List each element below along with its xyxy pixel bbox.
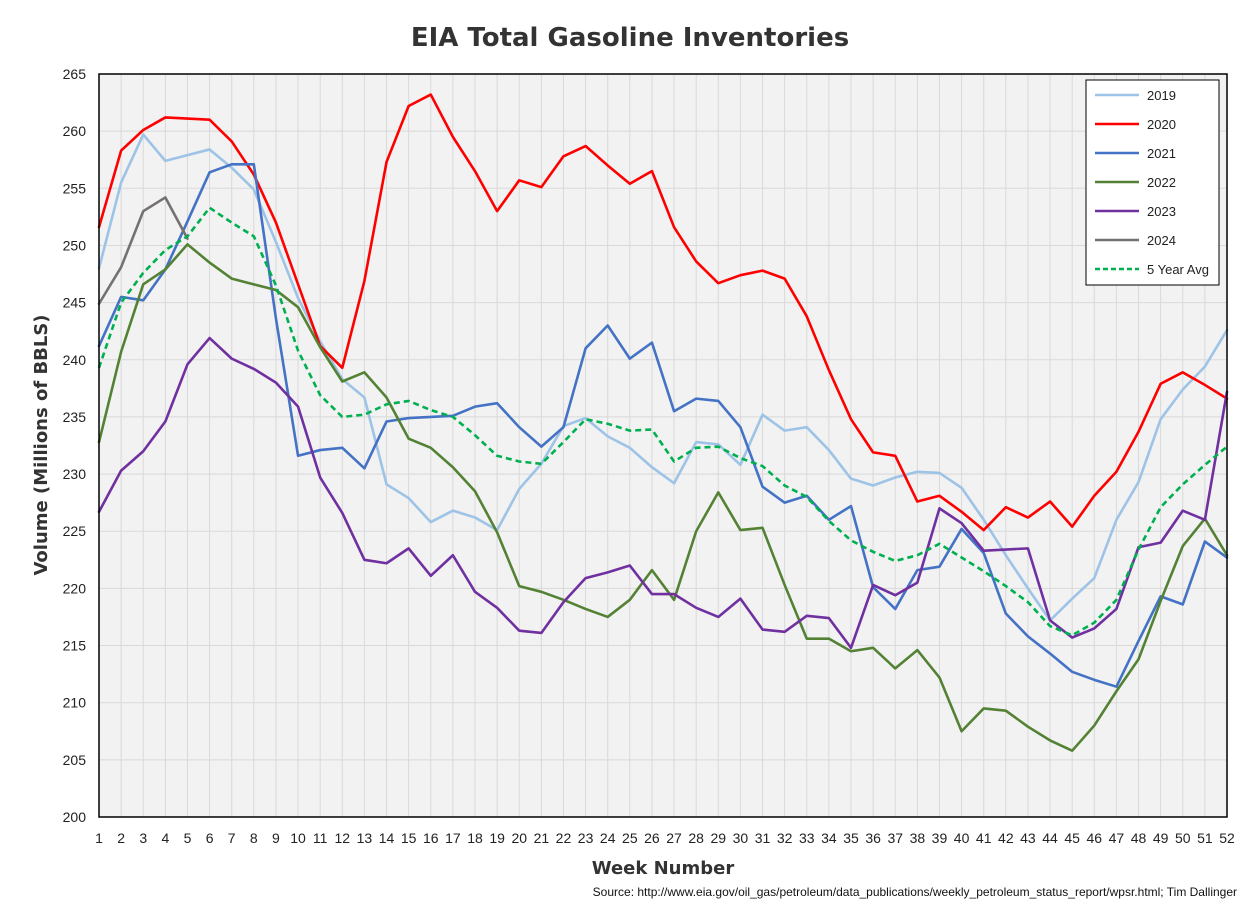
source-note: Source: http://www.eia.gov/oil_gas/petro… — [592, 885, 1237, 899]
x-tick-label: 36 — [865, 830, 881, 846]
x-tick-label: 23 — [578, 830, 594, 846]
x-axis-label: Week Number — [592, 858, 735, 879]
x-tick-label: 20 — [511, 830, 527, 846]
x-tick-label: 51 — [1197, 830, 1213, 846]
x-tick-label: 44 — [1042, 830, 1058, 846]
x-tick-label: 25 — [622, 830, 638, 846]
x-axis-ticks: 1 2 3 4 5 6 7 8 9 10 11 12 13 14 15 16 17 18 19 20 21 22 23 24 2… — [95, 830, 1235, 846]
x-tick-label: 22 — [556, 830, 572, 846]
x-tick-label: 30 — [733, 830, 749, 846]
legend-label: 2024 — [1147, 233, 1176, 248]
x-tick-label: 13 — [357, 830, 373, 846]
y-tick-label: 215 — [63, 638, 87, 654]
legend-label: 5 Year Avg — [1147, 262, 1209, 277]
series-line-2022 — [97, 243, 1229, 752]
x-tick-label: 38 — [910, 830, 926, 846]
x-tick-label: 16 — [423, 830, 439, 846]
x-tick-label: 2 — [117, 830, 125, 846]
legend-label: 2019 — [1147, 88, 1176, 103]
x-tick-label: 3 — [139, 830, 147, 846]
y-tick-label: 235 — [63, 409, 87, 425]
legend: 2019 2020 2021 2022 2023 2024 5 Year Avg — [1085, 79, 1220, 286]
x-tick-label: 18 — [467, 830, 483, 846]
x-tick-label: 11 — [313, 830, 328, 846]
y-tick-label: 220 — [63, 580, 87, 596]
x-tick-label: 32 — [777, 830, 793, 846]
y-tick-label: 205 — [63, 752, 87, 768]
y-tick-label: 240 — [63, 352, 87, 368]
x-tick-label: 8 — [250, 830, 258, 846]
x-tick-label: 5 — [184, 830, 192, 846]
x-tick-label: 48 — [1131, 830, 1147, 846]
legend-label: 2022 — [1147, 175, 1176, 190]
x-tick-label: 40 — [954, 830, 970, 846]
x-tick-label: 41 — [976, 830, 992, 846]
y-tick-label: 230 — [63, 466, 87, 482]
legend-label: 2020 — [1147, 117, 1176, 132]
x-tick-label: 21 — [534, 830, 550, 846]
x-tick-label: 37 — [887, 830, 903, 846]
y-tick-label: 225 — [63, 523, 87, 539]
x-tick-label: 43 — [1020, 830, 1036, 846]
x-tick-label: 50 — [1175, 830, 1191, 846]
y-tick-label: 210 — [63, 695, 87, 711]
x-tick-label: 31 — [755, 830, 771, 846]
series-line-2019 — [97, 133, 1229, 622]
series-group — [97, 93, 1229, 752]
x-tick-label: 14 — [379, 830, 395, 846]
y-axis-ticks: 200 205 210 215 220 225 230 235 240 245 250 255 260 2… — [63, 66, 87, 825]
y-tick-label: 265 — [63, 66, 87, 82]
x-tick-label: 47 — [1109, 830, 1125, 846]
y-tick-label: 245 — [63, 295, 87, 311]
x-tick-label: 26 — [644, 830, 660, 846]
x-tick-label: 39 — [932, 830, 948, 846]
y-tick-label: 255 — [63, 180, 87, 196]
series-line-2024 — [97, 196, 189, 306]
y-tick-label: 200 — [63, 809, 87, 825]
series-line-2020 — [97, 93, 1229, 532]
x-tick-label: 10 — [290, 830, 306, 846]
x-tick-label: 46 — [1087, 830, 1103, 846]
x-tick-label: 27 — [666, 830, 682, 846]
x-tick-label: 24 — [600, 830, 616, 846]
legend-label: 2023 — [1147, 204, 1176, 219]
x-tick-label: 34 — [821, 830, 837, 846]
x-tick-label: 28 — [688, 830, 704, 846]
x-tick-label: 15 — [401, 830, 417, 846]
x-tick-label: 42 — [998, 830, 1014, 846]
x-tick-label: 12 — [335, 830, 351, 846]
x-tick-label: 7 — [228, 830, 236, 846]
x-tick-label: 35 — [843, 830, 859, 846]
plot-border — [98, 73, 1228, 818]
legend-label: 2021 — [1147, 146, 1176, 161]
x-tick-label: 52 — [1219, 830, 1235, 846]
x-tick-label: 19 — [489, 830, 505, 846]
x-tick-label: 17 — [445, 830, 461, 846]
series-line-5-year-avg — [97, 206, 1228, 637]
x-tick-label: 45 — [1064, 830, 1080, 846]
plot-area — [99, 74, 1227, 817]
x-tick-label: 33 — [799, 830, 815, 846]
y-tick-label: 250 — [63, 237, 87, 253]
series-line-2021 — [97, 163, 1229, 688]
x-tick-label: 49 — [1153, 830, 1169, 846]
x-tick-label: 1 — [95, 830, 103, 846]
x-tick-label: 9 — [272, 830, 280, 846]
series-line-2023 — [97, 336, 1229, 650]
x-tick-label: 4 — [161, 830, 169, 846]
y-tick-label: 260 — [63, 123, 87, 139]
x-tick-label: 29 — [711, 830, 727, 846]
y-axis-label: Volume (Millions of BBLS) — [31, 314, 52, 575]
chart-title: EIA Total Gasoline Inventories — [411, 23, 849, 53]
x-tick-label: 6 — [206, 830, 214, 846]
